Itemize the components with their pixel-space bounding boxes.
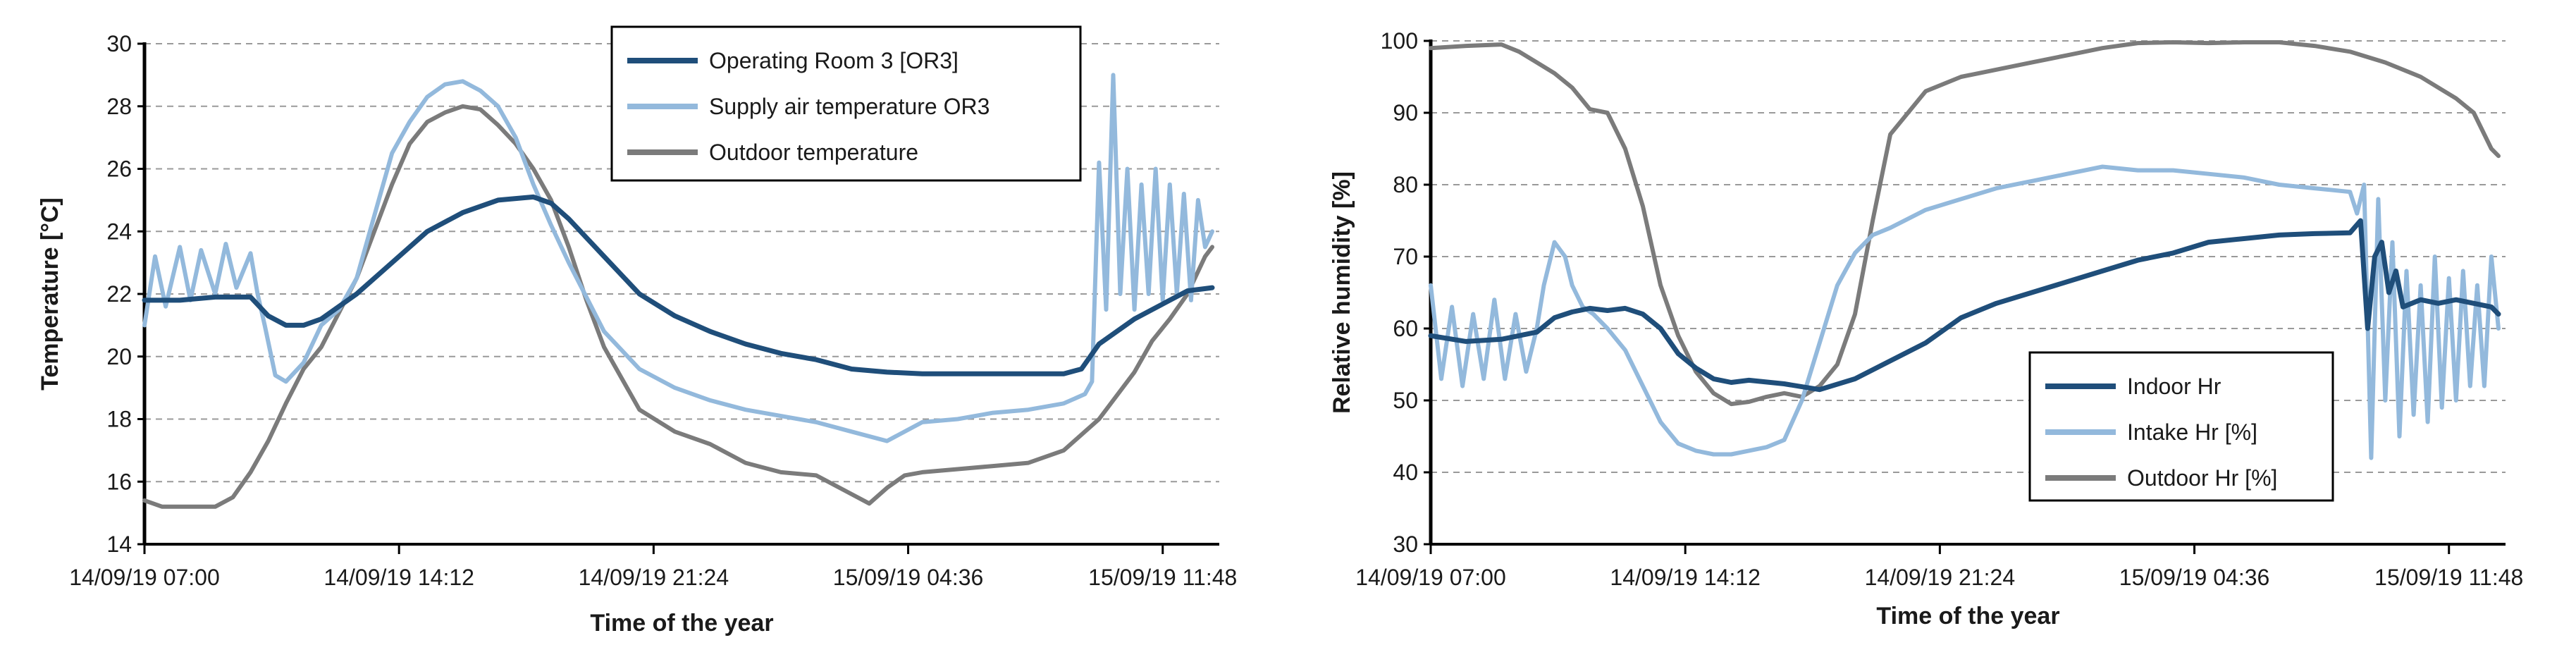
y-axis-title: Temperature [°C] [37,197,63,391]
y-tick-label: 18 [106,407,132,432]
y-tick-label: 80 [1393,172,1418,197]
y-tick-label: 40 [1393,460,1418,485]
series-line-1 [1429,164,2501,460]
x-tick-label: 15/09/19 04:36 [833,565,984,590]
x-tick-label: 15/09/19 04:36 [2119,565,2270,590]
legend-label: Outdoor temperature [709,140,918,165]
y-tick-label: 30 [1393,532,1418,557]
legend-label: Outdoor Hr [%] [2127,465,2277,491]
y-tick-label: 100 [1381,28,1418,54]
legend-label: Intake Hr [%] [2127,419,2257,445]
y-tick-label: 60 [1393,316,1418,341]
y-tick-label: 28 [106,94,132,119]
y-axis-title: Relative humidity [%] [1329,171,1355,414]
y-tick-label: 24 [106,219,132,244]
x-tick-label: 14/09/19 14:12 [1610,565,1761,590]
y-tick-label: 16 [106,469,132,494]
x-axis-title: Time of the year [590,610,773,637]
legend-label: Indoor Hr [2127,374,2221,399]
legend-label: Operating Room 3 [OR3] [709,48,959,73]
x-tick-label: 14/09/19 21:24 [579,565,729,590]
series-line-2 [1429,40,2501,407]
temperature-chart: 14 16 18 20 22 24 26 28 30 14/09/19 07:00 14/09/19… [37,25,1237,637]
series-line-0 [1428,218,2501,393]
y-tick-label: 30 [106,31,132,56]
y-tick-label: 26 [106,156,132,182]
x-tick-label: 14/09/19 07:00 [69,565,220,590]
y-tick-label: 14 [106,532,132,557]
x-tick-label: 14/09/19 21:24 [1865,565,2016,590]
series-line-2 [142,104,1214,509]
y-tick-label: 50 [1393,388,1418,413]
y-tick-label: 20 [106,344,132,369]
series-line-0 [142,194,1215,376]
x-tick-label: 15/09/19 11:48 [2374,565,2523,590]
y-tick-label: 90 [1393,100,1418,125]
x-tick-label: 14/09/19 07:00 [1355,565,1506,590]
y-tick-label: 22 [106,281,132,307]
y-tick-label: 70 [1393,244,1418,269]
x-tick-label: 14/09/19 14:12 [323,565,474,590]
humidity-chart: 30 40 50 60 70 80 90 100 14/09/19 07:00 14/09/19 … [1329,28,2523,630]
x-axis-title: Time of the year [1876,603,2059,630]
legend-label: Supply air temperature OR3 [709,94,990,119]
x-tick-label: 15/09/19 11:48 [1088,565,1237,590]
